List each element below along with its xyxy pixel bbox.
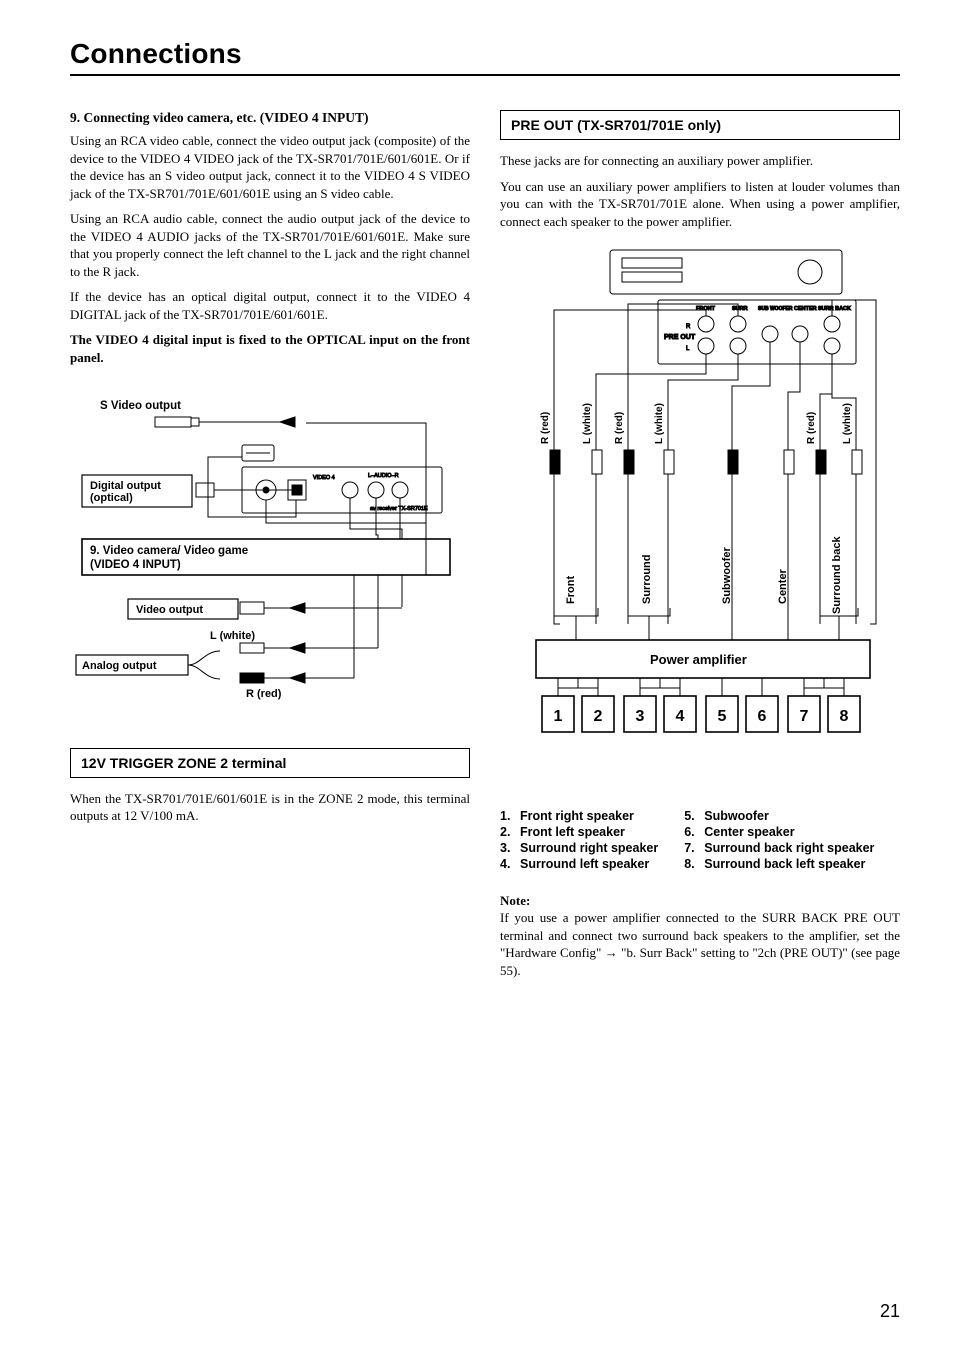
page-title: Connections: [70, 38, 900, 76]
svg-text:R (red): R (red): [540, 412, 551, 444]
section9-p1: Using an RCA video cable, connect the vi…: [70, 132, 470, 202]
preout-p2: You can use an auxiliary power amplifier…: [500, 178, 900, 231]
svg-text:SURR: SURR: [732, 306, 748, 312]
svg-text:7: 7: [800, 708, 809, 725]
svg-text:R (red): R (red): [806, 412, 817, 444]
svg-text:8: 8: [840, 708, 849, 725]
svg-text:4: 4: [676, 708, 685, 725]
left-column: 9. Connecting video camera, etc. (VIDEO …: [70, 110, 470, 987]
svg-text:L (white): L (white): [654, 403, 665, 444]
trigger-heading: 12V TRIGGER ZONE 2 terminal: [70, 748, 470, 778]
svg-text:(VIDEO 4 INPUT): (VIDEO 4 INPUT): [90, 559, 181, 571]
svg-text:VIDEO 4: VIDEO 4: [313, 475, 335, 481]
svg-text:Subwoofer: Subwoofer: [721, 547, 733, 605]
svg-text:Front: Front: [565, 576, 577, 604]
section9-p4: The VIDEO 4 digital input is fixed to th…: [70, 331, 470, 366]
svg-text:SUB WOOFER: SUB WOOFER: [758, 306, 793, 312]
speaker-legend: 1.Front right speaker 2.Front left speak…: [500, 809, 900, 873]
svg-text:Surround: Surround: [641, 555, 653, 605]
svg-text:R (red): R (red): [246, 688, 282, 700]
note-head: Note:: [500, 893, 900, 909]
trigger-body: When the TX-SR701/701E/601/601E is in th…: [70, 790, 470, 825]
right-column: PRE OUT (TX-SR701/701E only) These jacks…: [500, 110, 900, 987]
svg-text:(optical): (optical): [90, 492, 133, 504]
note-body: If you use a power amplifier connected t…: [500, 909, 900, 979]
page-number: 21: [880, 1301, 900, 1322]
svg-text:9. Video camera/ Video game: 9. Video camera/ Video game: [90, 545, 248, 557]
svg-text:1: 1: [554, 708, 563, 725]
svg-text:2: 2: [594, 708, 603, 725]
svg-text:6: 6: [758, 708, 767, 725]
svg-text:R (red): R (red): [614, 412, 625, 444]
svg-text:L (white): L (white): [842, 403, 853, 444]
svg-text:Power amplifier: Power amplifier: [650, 652, 747, 667]
svg-text:CENTER: CENTER: [794, 306, 817, 312]
preout-diagram: PRE OUT FRONT SURR CENTER SURR BACK SUB …: [500, 244, 900, 779]
svg-text:L–AUDIO–R: L–AUDIO–R: [368, 473, 399, 479]
svg-text:PRE OUT: PRE OUT: [664, 334, 696, 341]
svg-text:Surround back: Surround back: [831, 536, 843, 615]
preout-p1: These jacks are for connecting an auxili…: [500, 152, 900, 170]
svg-text:Center: Center: [777, 569, 789, 605]
svg-text:SURR BACK: SURR BACK: [818, 306, 851, 312]
video4-diagram: S Video output: [70, 393, 470, 718]
svg-text:L (white): L (white): [582, 403, 593, 444]
svg-text:R: R: [686, 324, 691, 330]
svg-text:5: 5: [718, 708, 727, 725]
svg-text:Video output: Video output: [136, 604, 203, 616]
preout-heading: PRE OUT (TX-SR701/701E only): [500, 110, 900, 140]
svg-text:L (white): L (white): [210, 630, 255, 642]
section9-p2: Using an RCA audio cable, connect the au…: [70, 210, 470, 280]
svg-text:Analog output: Analog output: [82, 660, 157, 672]
svg-text:av receiver TX-SR701E: av receiver TX-SR701E: [370, 506, 428, 512]
svg-text:Digital output: Digital output: [90, 480, 161, 492]
section9-p3: If the device has an optical digital out…: [70, 288, 470, 323]
label-s-video-output: S Video output: [100, 400, 181, 412]
section9-title: 9. Connecting video camera, etc. (VIDEO …: [70, 110, 470, 126]
svg-text:3: 3: [636, 708, 645, 725]
